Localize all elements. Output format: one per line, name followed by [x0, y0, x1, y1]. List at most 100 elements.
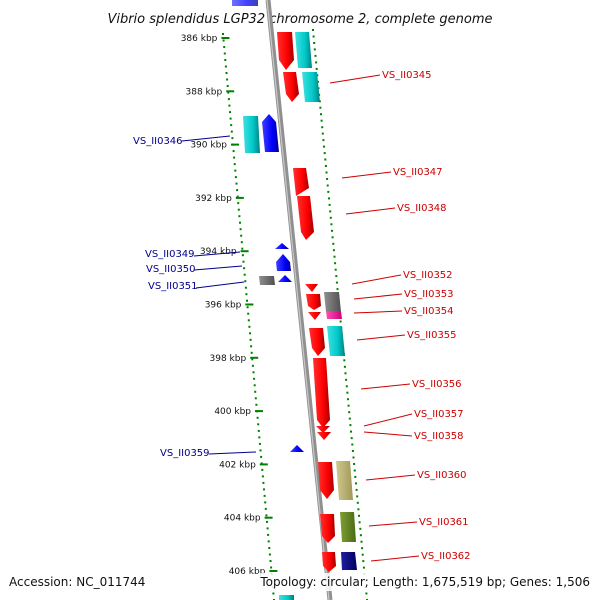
guide-dot-left — [243, 273, 246, 276]
callout-line — [351, 274, 402, 285]
callout-line — [368, 521, 418, 527]
guide-dot-right — [356, 501, 359, 504]
kbp-label: 398 kbp — [210, 354, 247, 364]
guide-dot-left — [266, 520, 268, 523]
guide-dot-left — [237, 202, 240, 205]
guide-dot-right — [339, 320, 342, 323]
gene-feature-blue-394b — [276, 254, 291, 271]
callout-line — [370, 555, 420, 562]
gene-feature-red-400b — [317, 432, 331, 440]
guide-dot-left — [245, 293, 248, 296]
kbp-label: 390 kbp — [190, 141, 227, 151]
gene-label: VS_II0352 — [403, 270, 453, 281]
guide-dot-left — [256, 416, 259, 419]
gene-label: VS_II0351 — [148, 281, 198, 292]
guide-dot-left — [235, 182, 238, 185]
footer-left-bg — [4, 573, 176, 591]
guide-dot-right — [361, 547, 364, 550]
guide-dot-left — [263, 494, 266, 497]
guide-dot-right — [325, 171, 328, 174]
callout-line — [341, 171, 392, 179]
guide-dot-right — [331, 236, 334, 239]
guide-dot-left — [254, 397, 257, 400]
guide-dot-left — [222, 33, 224, 35]
guide-dot-left — [234, 169, 237, 172]
guide-dot-left — [247, 312, 250, 315]
guide-dot-left — [261, 475, 264, 478]
gene-feature-navy-406 — [341, 552, 357, 570]
guide-dot-right — [329, 210, 332, 213]
guide-dot-left — [252, 371, 255, 374]
guide-dot-right — [315, 67, 318, 70]
gene-feature-olive-402 — [336, 461, 353, 500]
kbp-label: 386 kbp — [181, 34, 218, 44]
map-title: Vibrio splendidus LGP32 chromosome 2, co… — [107, 12, 492, 27]
guide-dot-left — [249, 338, 252, 341]
callout-line — [365, 474, 416, 481]
guide-dot-right — [328, 197, 330, 200]
guide-dot-left — [226, 85, 229, 87]
guide-dot-left — [265, 514, 268, 517]
kbp-label: 402 kbp — [219, 460, 256, 470]
gene-feature-cyan-397 — [327, 326, 345, 356]
guide-dot-left — [244, 286, 247, 289]
callout-line — [363, 413, 413, 427]
guide-dot-left — [236, 195, 239, 198]
gene-label: VS_II0350 — [146, 264, 196, 275]
gene-feature-red-406 — [322, 552, 336, 572]
guide-dot-right — [326, 178, 329, 180]
guide-dot-left — [258, 442, 261, 445]
guide-dot-right — [336, 288, 339, 291]
guide-dot-right — [319, 106, 322, 109]
gene-feature-bottom-cyan — [279, 595, 294, 600]
guide-dot-right — [315, 61, 318, 64]
gene-feature-red-386a — [277, 32, 294, 70]
callout-line — [345, 207, 396, 215]
guide-dot-left — [240, 241, 243, 244]
guide-dot-right — [332, 249, 335, 252]
guide-dot-right — [359, 534, 362, 537]
guide-dot-right — [350, 430, 352, 433]
gene-feature-green-404 — [340, 512, 356, 542]
guide-dot-left — [257, 429, 260, 432]
gene-feature-blue-395c — [278, 275, 292, 282]
guide-dot-left — [227, 98, 230, 101]
guide-dot-left — [266, 527, 269, 530]
kbp-label: 406 kbp — [229, 567, 266, 577]
guide-dot-right — [356, 495, 359, 498]
gene-feature-top-blue — [232, 0, 258, 6]
gene-feature-red-388a — [283, 72, 299, 102]
guide-dot-left — [242, 260, 245, 263]
guide-dot-left — [270, 566, 273, 569]
guide-dot-right — [361, 553, 364, 556]
callout-line — [353, 293, 403, 300]
guide-dot-left — [257, 423, 260, 426]
gene-feature-red-391 — [293, 168, 309, 196]
guide-dot-right — [323, 152, 326, 155]
gene-feature-red-395b — [306, 294, 321, 310]
guide-dot-right — [353, 469, 356, 472]
guide-dot-left — [240, 234, 243, 237]
guide-dot-left — [230, 130, 233, 133]
guide-dot-right — [329, 216, 332, 219]
guide-dot-left — [234, 176, 237, 179]
guide-dot-left — [232, 150, 235, 153]
guide-dot-right — [313, 48, 316, 51]
gene-label: VS_II0361 — [419, 517, 469, 528]
guide-dot-right — [321, 126, 324, 129]
guide-dot-right — [348, 417, 351, 420]
gene-label: VS_II0349 — [145, 249, 195, 260]
guide-dot-left — [254, 390, 257, 393]
guide-dot-right — [347, 404, 350, 407]
guide-dot-left — [247, 319, 250, 322]
guide-dot-right — [320, 113, 322, 116]
guide-dot-right — [333, 255, 336, 258]
guide-dot-left — [267, 533, 270, 536]
callout-line — [208, 451, 257, 455]
guide-dot-right — [365, 592, 368, 595]
guide-dot-right — [326, 184, 329, 187]
backbone-highlight — [266, 0, 330, 600]
gene-label: VS_II0357 — [414, 409, 464, 420]
guide-dot-left — [233, 163, 236, 166]
